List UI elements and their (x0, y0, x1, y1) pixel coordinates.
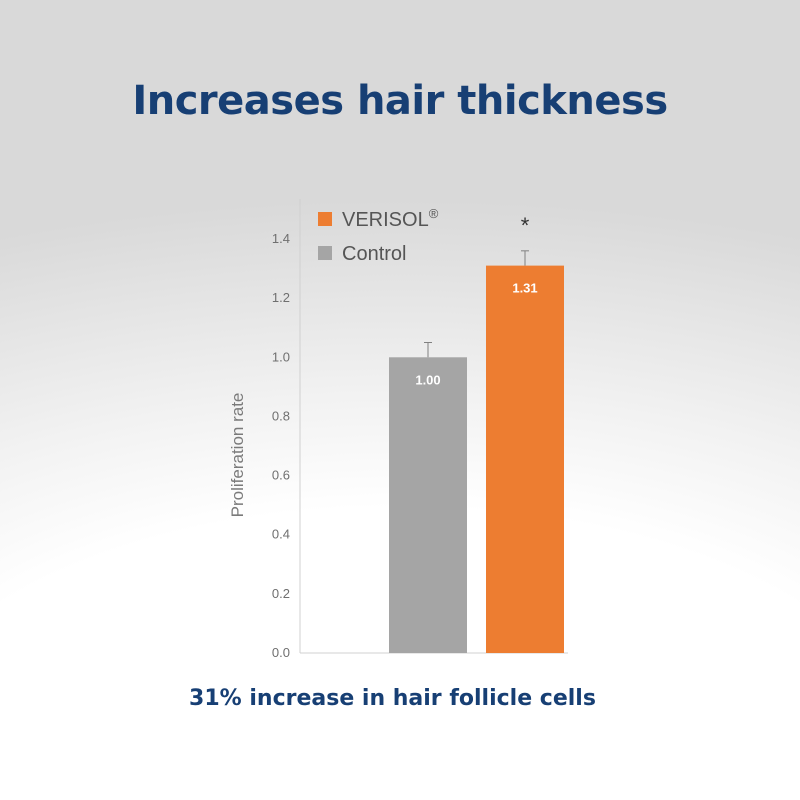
y-tick-label: 0.6 (272, 468, 290, 483)
bar-data-label: 1.31 (512, 281, 537, 296)
y-tick-label: 0.8 (272, 408, 290, 423)
y-tick-label: 0.4 (272, 527, 290, 542)
y-axis: 0.0 0.2 0.4 0.6 0.8 1.0 1.2 1.4 (272, 231, 290, 660)
bar-data-label: 1.00 (415, 372, 440, 387)
bar-control (389, 357, 467, 653)
page-title: Increases hair thickness (132, 78, 668, 124)
legend-swatch (318, 246, 332, 260)
caption: 31% increase in hair follicle cells (189, 686, 596, 711)
legend-label: VERISOL® (342, 206, 439, 231)
significance-marker: * (521, 213, 530, 238)
y-axis-label: Proliferation rate (228, 393, 247, 518)
legend-superscript: ® (429, 206, 439, 221)
y-tick-label: 1.0 (272, 349, 290, 364)
legend-swatch (318, 212, 332, 226)
y-tick-label: 1.2 (272, 290, 290, 305)
bars-group: 1.00 1.31 * (389, 213, 564, 653)
y-tick-label: 0.0 (272, 645, 290, 660)
bar-verisol (486, 265, 564, 653)
y-tick-label: 1.4 (272, 231, 290, 246)
legend: VERISOL® Control (318, 206, 439, 265)
legend-label: Control (342, 243, 406, 265)
y-tick-label: 0.2 (272, 586, 290, 601)
